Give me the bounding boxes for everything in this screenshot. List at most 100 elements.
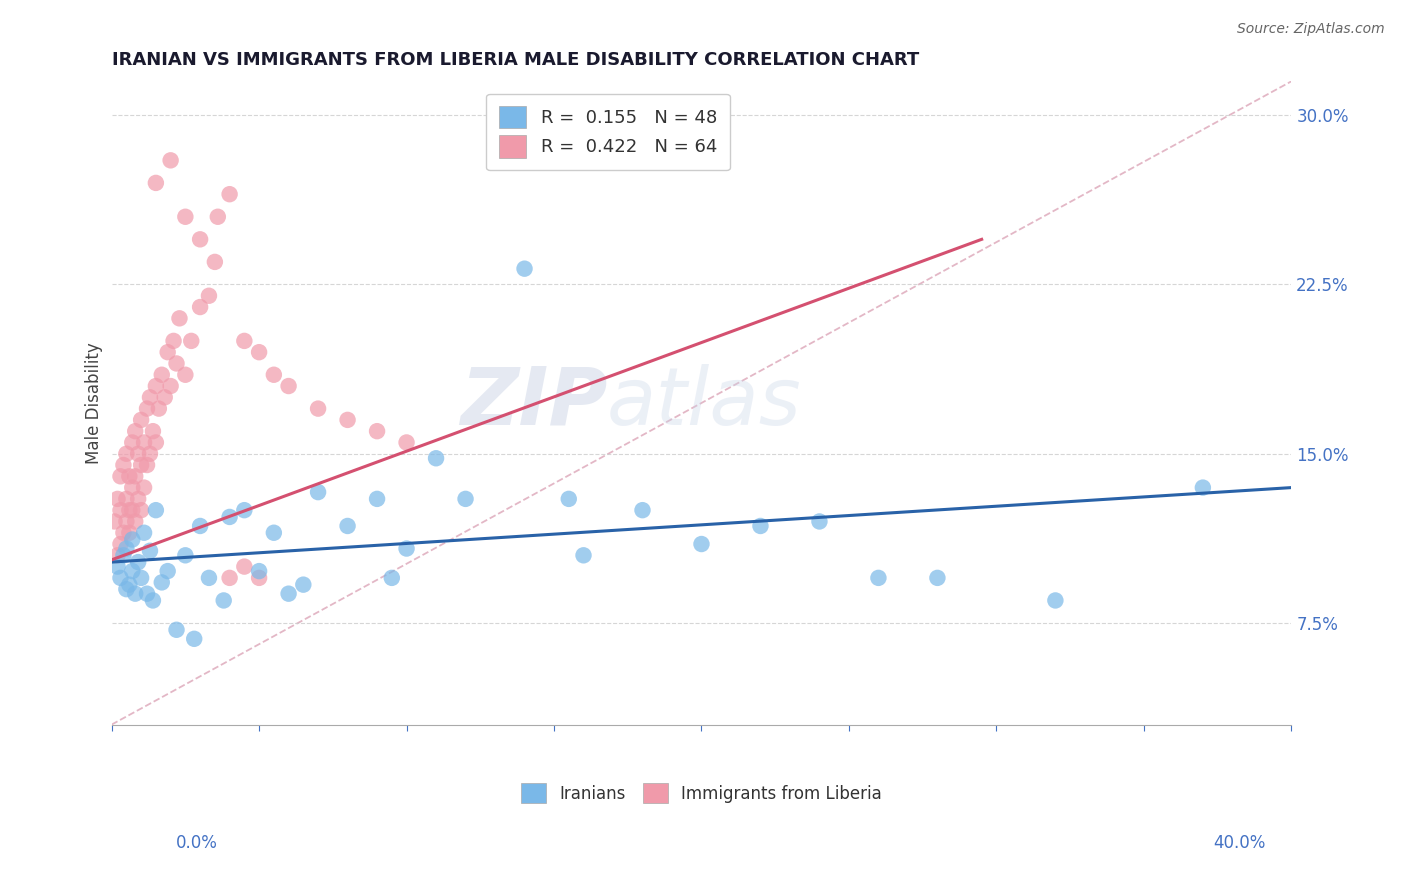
Point [124,515,146,529]
Point [132,481,155,495]
Point [124,587,146,601]
Point [107,549,129,563]
Point [188,519,211,533]
Point [307,401,329,416]
Point [139,390,162,404]
Point [169,311,191,326]
Point [156,345,179,359]
Point [247,564,270,578]
Point [690,537,713,551]
Point [162,334,184,348]
Text: IRANIAN VS IMMIGRANTS FROM LIBERIA MALE DISABILITY CORRELATION CHART: IRANIAN VS IMMIGRANTS FROM LIBERIA MALE … [111,51,920,69]
Point [142,593,165,607]
Point [188,300,211,314]
Point [112,549,135,563]
Point [247,345,270,359]
Point [127,447,149,461]
Point [118,525,141,540]
Point [381,571,404,585]
Point [124,424,146,438]
Point [112,525,135,540]
Point [631,503,654,517]
Point [277,379,299,393]
Point [166,623,188,637]
Point [110,571,132,585]
Point [174,549,197,563]
Point [124,469,146,483]
Point [132,525,155,540]
Point [112,458,135,472]
Point [183,632,205,646]
Point [336,519,359,533]
Point [145,176,167,190]
Text: Source: ZipAtlas.com: Source: ZipAtlas.com [1237,22,1385,37]
Point [513,261,536,276]
Point [174,210,197,224]
Point [558,491,581,506]
Point [180,334,202,348]
Point [749,519,772,533]
Point [110,503,132,517]
Point [233,334,256,348]
Point [129,458,152,472]
Point [366,424,388,438]
Point [139,543,162,558]
Text: ZIP: ZIP [460,364,607,442]
Point [572,549,595,563]
Point [129,413,152,427]
Point [292,577,315,591]
Point [118,577,141,591]
Point [129,571,152,585]
Point [263,525,285,540]
Point [212,593,235,607]
Point [156,564,179,578]
Point [868,571,890,585]
Point [307,485,329,500]
Point [166,356,188,370]
Point [1192,481,1215,495]
Point [395,541,418,556]
Point [142,424,165,438]
Point [159,153,181,168]
Point [1045,593,1067,607]
Point [115,541,138,556]
Point [150,368,173,382]
Point [204,255,226,269]
Point [121,564,143,578]
Point [121,533,143,547]
Point [118,503,141,517]
Point [198,289,221,303]
Legend: Iranians, Immigrants from Liberia: Iranians, Immigrants from Liberia [513,775,890,812]
Point [150,575,173,590]
Point [107,559,129,574]
Point [139,447,162,461]
Point [263,368,285,382]
Point [136,458,159,472]
Point [115,582,138,596]
Point [121,503,143,517]
Point [207,210,229,224]
Point [145,503,167,517]
Point [121,481,143,495]
Point [808,515,831,529]
Point [425,451,447,466]
Point [233,559,256,574]
Point [136,401,159,416]
Point [174,368,197,382]
Point [145,379,167,393]
Point [110,469,132,483]
Y-axis label: Male Disability: Male Disability [86,343,103,464]
Point [233,503,256,517]
Point [247,571,270,585]
Point [127,491,149,506]
Point [454,491,477,506]
Point [159,379,181,393]
Point [148,401,170,416]
Point [336,413,359,427]
Text: 0.0%: 0.0% [176,834,218,852]
Point [153,390,176,404]
Point [115,447,138,461]
Point [927,571,949,585]
Point [188,232,211,246]
Point [110,537,132,551]
